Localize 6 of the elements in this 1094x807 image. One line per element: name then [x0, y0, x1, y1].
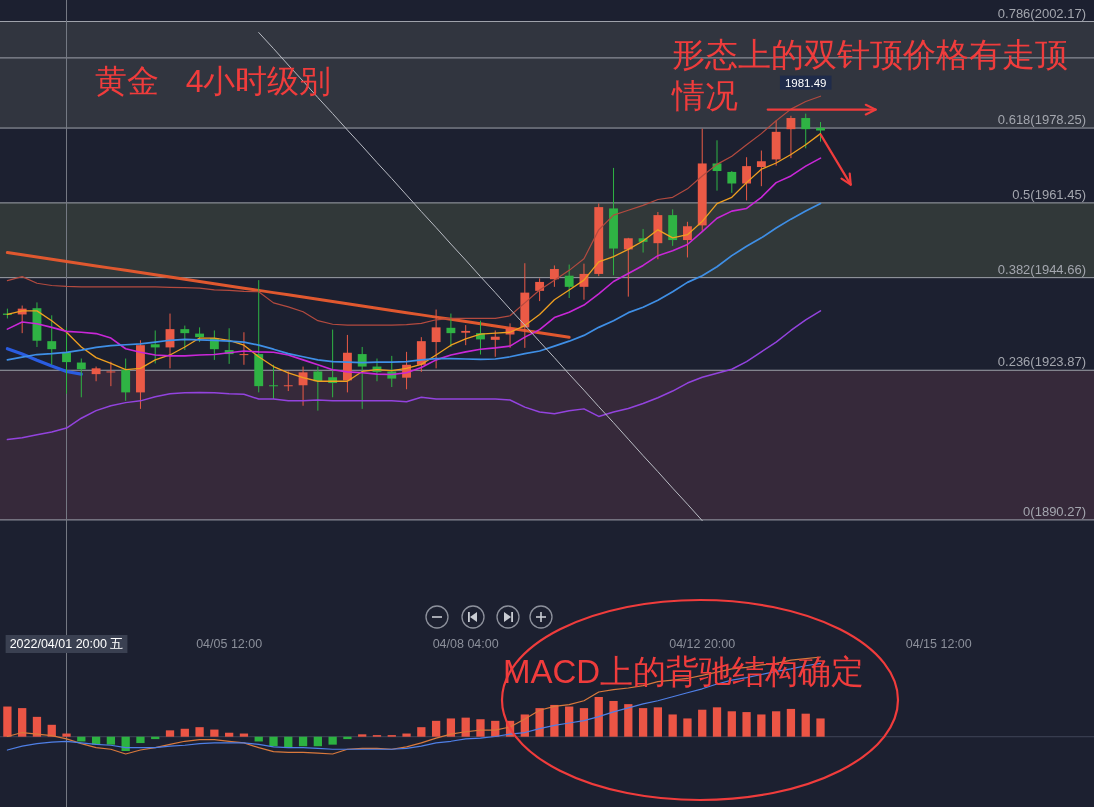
- x-tick-label: 04/12 20:00: [669, 637, 736, 651]
- x-tick-label: 04/08 04:00: [432, 637, 499, 651]
- x-tick-label: 2022/04/01 20:00 五: [5, 635, 128, 653]
- x-tick-label: 04/05 12:00: [196, 637, 263, 651]
- x-tick-label: 2022/04/01 20:00 五: [9, 637, 124, 651]
- x-tick-label: 04/15 12:00: [905, 637, 972, 651]
